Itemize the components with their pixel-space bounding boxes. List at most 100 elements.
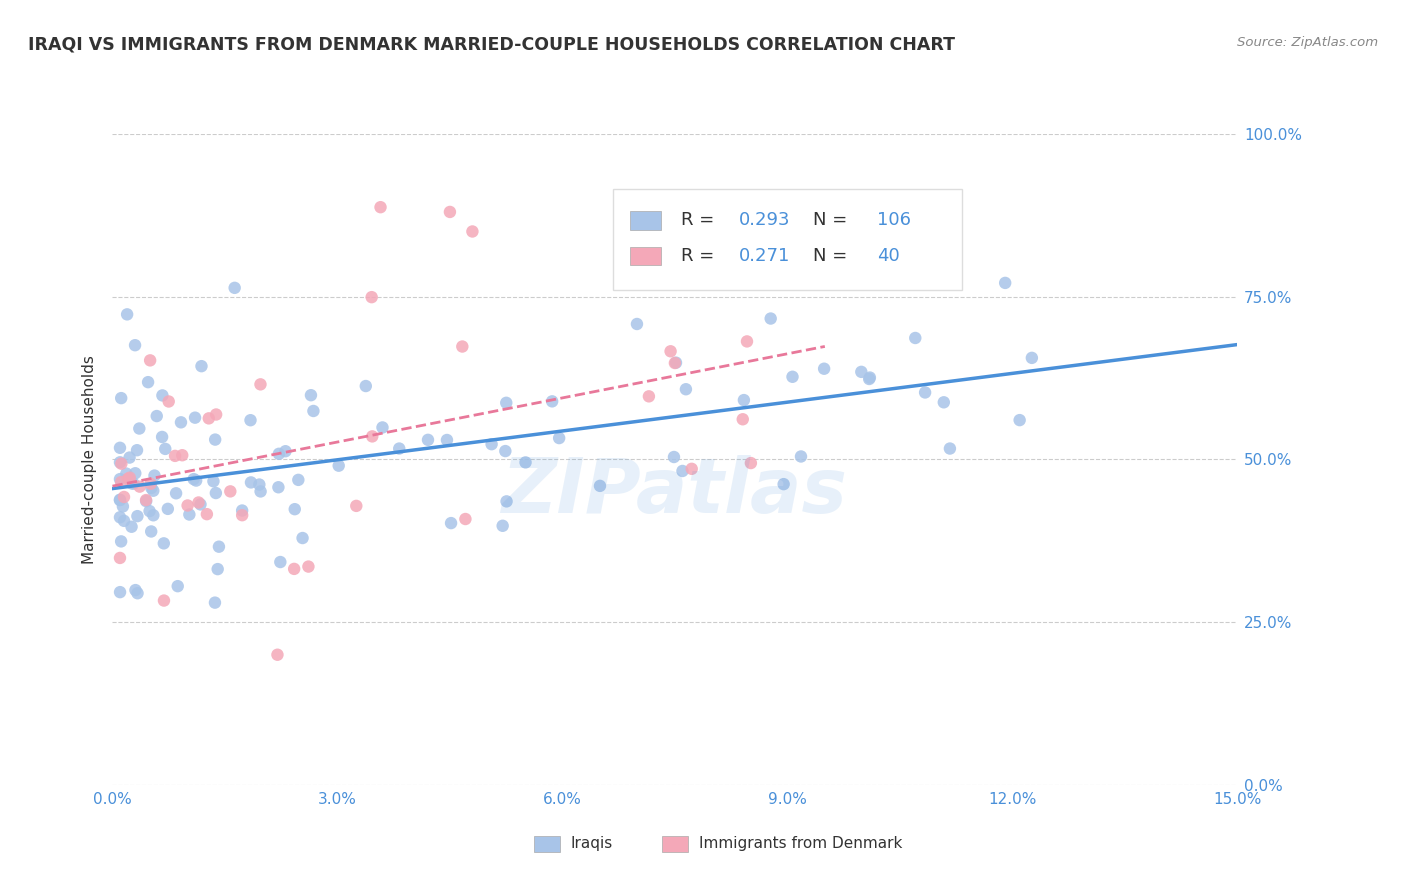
- Bar: [630, 211, 661, 229]
- Point: [135, 494, 157, 508]
- Text: R =: R =: [681, 211, 720, 229]
- Point: [142, 483, 165, 498]
- Point: [371, 420, 394, 434]
- FancyBboxPatch shape: [613, 189, 962, 290]
- Point: [733, 393, 755, 408]
- Point: [152, 388, 174, 402]
- Point: [239, 413, 262, 427]
- Point: [139, 476, 162, 491]
- Point: [515, 455, 537, 469]
- Point: [108, 441, 131, 455]
- Text: 0.293: 0.293: [740, 211, 790, 229]
- Point: [360, 290, 382, 304]
- Point: [287, 473, 309, 487]
- Point: [495, 494, 517, 508]
- Point: [183, 472, 205, 486]
- Point: [354, 379, 377, 393]
- Point: [638, 389, 661, 403]
- Point: [267, 447, 290, 461]
- Point: [994, 276, 1017, 290]
- Point: [249, 377, 271, 392]
- Point: [858, 372, 880, 386]
- Point: [269, 555, 291, 569]
- Point: [190, 497, 212, 511]
- Text: Immigrants from Denmark: Immigrants from Denmark: [699, 837, 903, 851]
- Point: [195, 507, 218, 521]
- Point: [108, 550, 131, 565]
- Point: [904, 331, 927, 345]
- Point: [284, 502, 307, 516]
- Point: [112, 490, 135, 504]
- Point: [772, 477, 794, 491]
- Point: [914, 385, 936, 400]
- Text: Source: ZipAtlas.com: Source: ZipAtlas.com: [1237, 36, 1378, 49]
- Point: [440, 516, 463, 530]
- Point: [731, 412, 754, 426]
- Point: [156, 501, 179, 516]
- Point: [108, 493, 131, 508]
- Point: [145, 409, 167, 423]
- Point: [662, 450, 685, 464]
- Point: [121, 476, 143, 491]
- Point: [299, 388, 322, 402]
- Point: [135, 493, 157, 508]
- Point: [118, 472, 141, 486]
- Point: [790, 450, 813, 464]
- Point: [157, 394, 180, 409]
- Point: [124, 467, 146, 481]
- Point: [240, 475, 263, 490]
- Point: [740, 456, 762, 470]
- Point: [208, 540, 231, 554]
- Point: [115, 467, 138, 481]
- Point: [166, 579, 188, 593]
- Text: Iraqis: Iraqis: [571, 837, 613, 851]
- Point: [184, 410, 207, 425]
- Point: [143, 468, 166, 483]
- Text: IRAQI VS IMMIGRANTS FROM DENMARK MARRIED-COUPLE HOUSEHOLDS CORRELATION CHART: IRAQI VS IMMIGRANTS FROM DENMARK MARRIED…: [28, 36, 955, 54]
- Text: 40: 40: [877, 247, 900, 265]
- Point: [759, 311, 782, 326]
- Point: [115, 307, 138, 321]
- Point: [541, 394, 564, 409]
- Point: [297, 559, 319, 574]
- Point: [138, 504, 160, 518]
- Point: [495, 396, 517, 410]
- Point: [266, 648, 288, 662]
- Point: [112, 514, 135, 528]
- Point: [122, 476, 145, 491]
- Point: [172, 448, 194, 462]
- Point: [274, 444, 297, 458]
- Point: [179, 508, 201, 522]
- Point: [150, 430, 173, 444]
- Point: [291, 531, 314, 545]
- Point: [451, 339, 474, 353]
- Text: ZIPatlas: ZIPatlas: [502, 455, 848, 529]
- Point: [128, 480, 150, 494]
- Point: [155, 442, 177, 456]
- Bar: [630, 247, 661, 265]
- Point: [205, 408, 228, 422]
- Point: [124, 583, 146, 598]
- Point: [170, 415, 193, 429]
- Point: [124, 338, 146, 352]
- Text: N =: N =: [813, 247, 853, 265]
- Point: [117, 472, 139, 486]
- Point: [118, 471, 141, 485]
- Point: [186, 474, 208, 488]
- Point: [671, 464, 693, 478]
- Point: [110, 534, 132, 549]
- Point: [782, 369, 804, 384]
- Point: [153, 593, 176, 607]
- Point: [681, 462, 703, 476]
- Text: 0.271: 0.271: [740, 247, 790, 265]
- Point: [494, 444, 516, 458]
- Point: [165, 486, 187, 500]
- Point: [416, 433, 439, 447]
- Point: [1008, 413, 1031, 427]
- Point: [302, 404, 325, 418]
- Point: [267, 480, 290, 494]
- Point: [110, 475, 132, 489]
- Point: [108, 455, 131, 469]
- Point: [939, 442, 962, 456]
- Point: [436, 433, 458, 447]
